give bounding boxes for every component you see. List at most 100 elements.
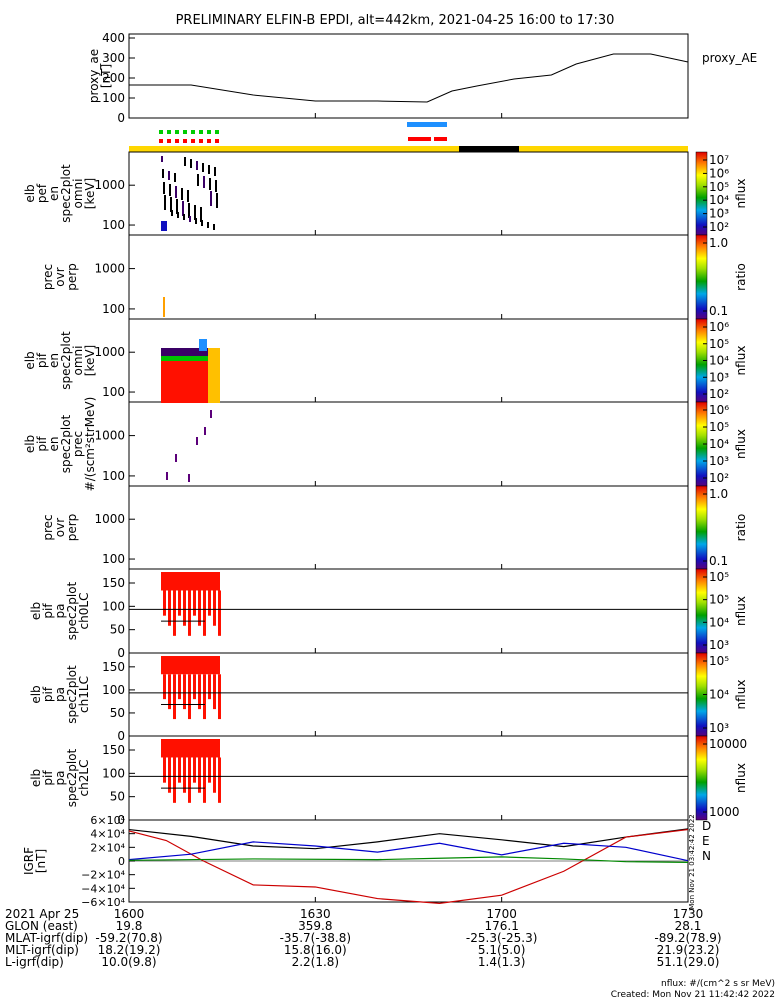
- igrf-label-n: N: [702, 849, 711, 863]
- colorbar-tick-label: 10³: [709, 454, 729, 468]
- p1-pixel: [174, 173, 176, 182]
- colorbar-tick-label: 10⁵: [709, 420, 729, 434]
- green-marker: [191, 130, 195, 134]
- proxy-ae-ylabel-line: proxy_ae: [87, 49, 101, 103]
- p1-pixel: [163, 182, 165, 194]
- panel-ytick-label: 100: [102, 218, 125, 232]
- igrf-series-2: [128, 841, 689, 862]
- pa-stripe: [168, 757, 171, 793]
- green-marker: [159, 130, 163, 134]
- colorbar-label-p2: ratio: [734, 263, 748, 291]
- pa-block: [161, 656, 220, 675]
- panel-ylabel-p1-line: [keV]: [83, 178, 97, 209]
- panel-ylabel-p2-line: prec: [41, 264, 55, 290]
- pa-stripe: [183, 590, 186, 626]
- panel-ytick-label: 50: [110, 790, 125, 804]
- green-marker: [199, 130, 203, 134]
- panel-ylabel-p4-line: spec2plot: [59, 414, 73, 473]
- pa-stripe: [203, 590, 206, 636]
- panel-ylabel-p6-line: ch0LC: [77, 593, 91, 630]
- p1-pixel: [202, 163, 204, 172]
- green-marker: [183, 130, 187, 134]
- panel-ytick-label: 100: [102, 302, 125, 316]
- panel-ytick-label: 50: [110, 706, 125, 720]
- panel-ylabel-p5-line: perp: [65, 514, 79, 542]
- colorbar-tick-label: 10⁶: [709, 166, 729, 180]
- red-marker: [159, 139, 163, 143]
- panel-ytick-label: 150: [102, 743, 125, 757]
- p1-pixel: [168, 171, 170, 180]
- proxy-ae-legend: proxy_AE: [702, 51, 757, 65]
- plot-layer: 4003002001000proxy_ae[nT]proxy_AE1000100…: [5, 31, 757, 969]
- p1-pixel: [208, 165, 210, 174]
- panel-ylabel-p6-line: pa: [53, 604, 67, 619]
- panel-ylabel-p3-line: en: [47, 353, 61, 368]
- green-marker: [215, 130, 219, 134]
- p1-pixel: [189, 216, 191, 222]
- panel-ylabel-p7-line: pif: [41, 686, 55, 702]
- igrf-created-text: Mon Nov 21 03:42:42 2022: [688, 814, 696, 909]
- colorbar-tick-label: 10⁴: [709, 615, 729, 629]
- xaxis-row-value: 176.1: [484, 919, 518, 933]
- panel-ylabel-p1-line: elb: [23, 184, 37, 202]
- xaxis-row-label: MLAT-igrf(dip): [5, 931, 88, 945]
- p1-pixel: [190, 159, 192, 168]
- flux-units-note: nflux: #/(cm^2 s sr MeV): [661, 979, 775, 989]
- p1-pixel: [161, 221, 167, 231]
- xaxis-row-value: 21.9(23.2): [657, 943, 720, 957]
- p1-pixel: [181, 188, 183, 200]
- proxy-ae-ytick-label: 400: [102, 31, 125, 45]
- p4-pixel: [196, 437, 198, 445]
- pa-stripe: [208, 674, 211, 700]
- proxy-ae-ylabel-line: [nT]: [99, 64, 113, 88]
- panel-ytick-label: 1000: [94, 512, 125, 526]
- orbit-bar: [129, 146, 688, 152]
- xaxis-row-value: -59.2(70.8): [95, 931, 162, 945]
- colorbar-tick-label: 10⁵: [709, 654, 729, 668]
- panel-ytick-label: 1000: [94, 262, 125, 276]
- panel-ytick-label: 0: [117, 646, 125, 660]
- colorbar-tick-label: 1.0: [709, 236, 728, 250]
- colorbar-tick-label: 10²: [709, 220, 729, 234]
- colorbar-label-text: nflux: [734, 429, 748, 459]
- panel-ylabel-p1-line: spec2plot: [59, 164, 73, 223]
- p3-block: [199, 339, 207, 351]
- xaxis-row-value: 1700: [486, 907, 517, 921]
- pa-stripe: [188, 757, 191, 803]
- p4-pixel: [210, 410, 212, 418]
- colorbar-tick-label: 10³: [709, 370, 729, 384]
- xaxis-row-value: 19.8: [116, 919, 143, 933]
- panel-ylabel-p1-line: omni: [71, 179, 85, 209]
- pa-stripe: [178, 757, 181, 783]
- red-marker: [191, 139, 195, 143]
- p1-pixel: [195, 218, 197, 224]
- igrf-ytick-label: 0: [118, 855, 125, 868]
- panel-ylabel-p4-line: en: [47, 437, 61, 452]
- pa-stripe: [208, 757, 211, 783]
- colorbar-label-p3: nflux: [734, 346, 748, 376]
- colorbar-tick-label: 10000: [709, 737, 747, 751]
- panel-ylabel-p3-line: omni: [71, 346, 85, 376]
- proxy-ae-frame: [128, 33, 689, 119]
- colorbar-tick-label: 10⁴: [709, 437, 729, 451]
- pa-stripe: [173, 757, 176, 803]
- pa-stripe: [183, 757, 186, 793]
- panel-frame-p1: [128, 151, 689, 236]
- p1-pixel: [214, 167, 216, 176]
- panel-ytick-label: 100: [102, 469, 125, 483]
- green-marker: [207, 130, 211, 134]
- colorbar-p5: [695, 485, 708, 570]
- p3-block: [208, 348, 220, 403]
- colorbar-tick-label: 10⁶: [709, 403, 729, 417]
- figure-title: PRELIMINARY ELFIN-B EPDI, alt=442km, 202…: [176, 13, 615, 28]
- xaxis-row-value: 359.8: [298, 919, 332, 933]
- panel-ylabel-p7-line: spec2plot: [65, 665, 79, 724]
- pa-stripe: [218, 674, 221, 720]
- colorbar-tick-label: 10²: [709, 387, 729, 401]
- p1-pixel: [194, 205, 196, 220]
- colorbar-label-text: ratio: [734, 263, 748, 291]
